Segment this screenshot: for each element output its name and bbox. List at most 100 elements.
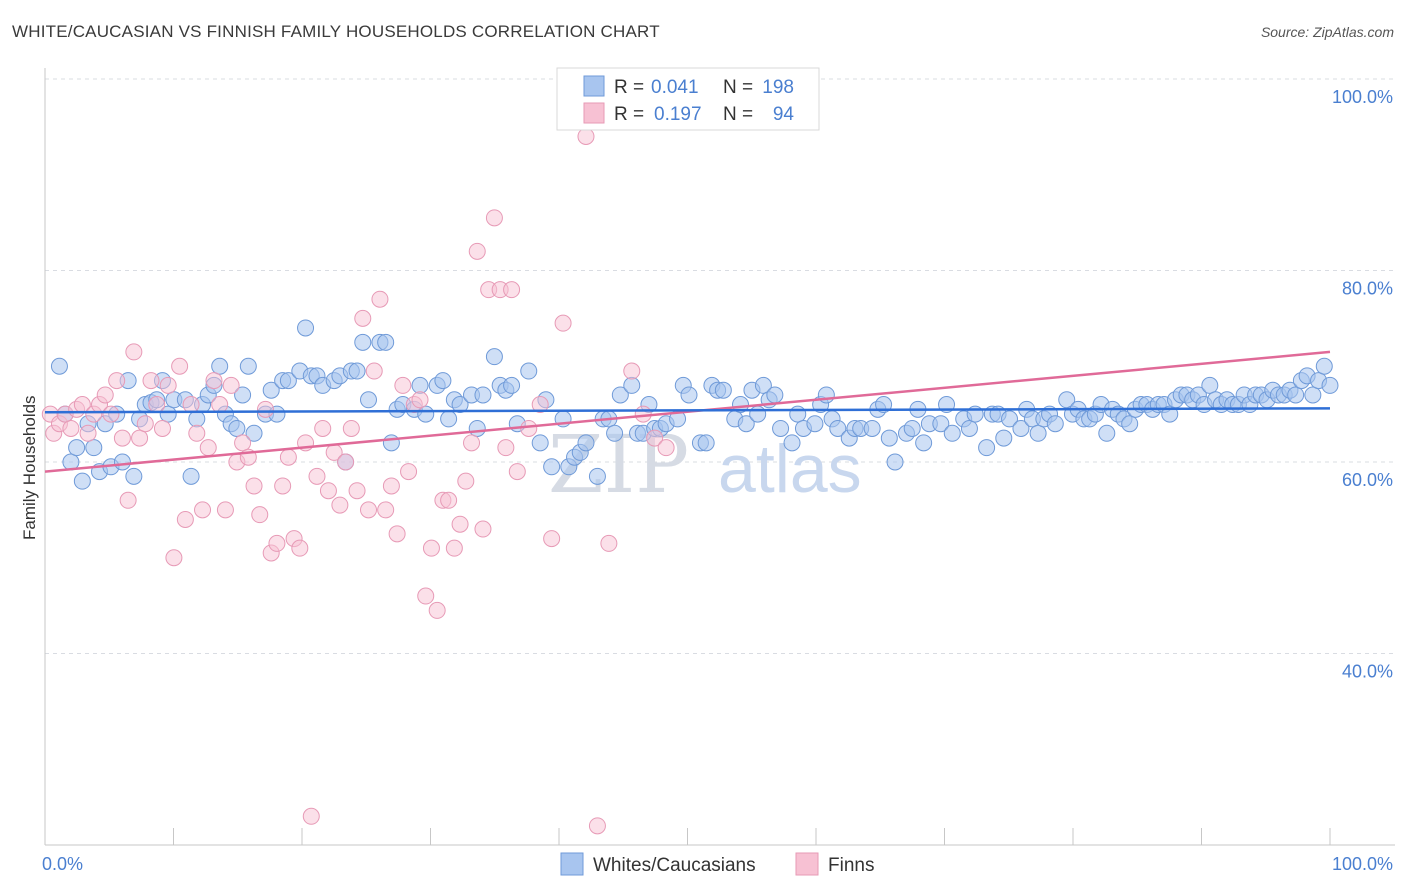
data-point-finns — [142, 372, 160, 390]
data-point-finns — [503, 281, 521, 299]
legend-swatch-pink — [583, 102, 605, 124]
data-point-finns — [279, 448, 297, 466]
data-point-whites — [766, 386, 784, 404]
data-point-finns — [520, 419, 538, 437]
y-tick-label: 100.0% — [1332, 87, 1393, 107]
data-point-finns — [331, 496, 349, 514]
x-tick-min: 0.0% — [42, 854, 83, 874]
data-point-whites — [737, 415, 755, 433]
data-point-finns — [176, 510, 194, 528]
data-point-finns — [417, 587, 435, 605]
data-point-whites — [1098, 424, 1116, 442]
data-point-whites — [50, 357, 68, 375]
data-point-finns — [188, 424, 206, 442]
data-point-whites — [588, 467, 606, 485]
data-point-whites — [995, 429, 1013, 447]
legend-r-label-1: R = — [614, 77, 644, 98]
data-point-finns — [148, 396, 166, 414]
data-point-finns — [216, 501, 234, 519]
axes — [44, 68, 1395, 846]
data-point-finns — [113, 429, 131, 447]
data-point-whites — [348, 362, 366, 380]
legend-n-label-2: N = — [723, 104, 753, 125]
data-point-finns — [348, 482, 366, 500]
y-tick-label: 80.0% — [1342, 279, 1393, 299]
data-point-finns — [314, 419, 332, 437]
data-point-whites — [806, 415, 824, 433]
data-point-whites — [1121, 415, 1139, 433]
data-point-whites — [789, 405, 807, 423]
data-point-whites — [85, 439, 103, 457]
data-point-finns — [422, 539, 440, 557]
legend-n-value-1: 198 — [762, 77, 794, 98]
data-point-whites — [73, 472, 91, 490]
data-point-whites — [1001, 410, 1018, 428]
data-point-whites — [1201, 376, 1219, 394]
data-point-whites — [1012, 419, 1030, 437]
bottom-legend-swatch-finns — [795, 852, 819, 876]
data-point-whites — [886, 453, 904, 471]
data-point-whites — [182, 467, 200, 485]
data-point-finns — [171, 357, 189, 375]
data-point-finns — [153, 419, 171, 437]
data-point-whites — [440, 410, 458, 428]
data-point-finns — [474, 520, 492, 538]
data-point-whites — [360, 391, 377, 409]
data-point-finns — [382, 477, 400, 495]
data-point-whites — [239, 357, 257, 375]
data-point-finns — [600, 534, 618, 552]
data-point-finns — [319, 482, 337, 500]
data-point-finns — [577, 127, 595, 145]
data-point-finns — [377, 501, 395, 519]
series-whites — [50, 319, 1339, 490]
data-point-finns — [194, 501, 212, 519]
data-point-finns — [354, 309, 372, 327]
data-point-whites — [1321, 376, 1339, 394]
data-point-whites — [474, 386, 492, 404]
data-point-whites — [234, 386, 252, 404]
data-point-whites — [697, 434, 715, 452]
y-axis-label: Family Households — [20, 395, 39, 540]
data-point-whites — [1058, 391, 1076, 409]
data-point-finns — [394, 376, 412, 394]
data-point-finns — [657, 439, 675, 457]
data-point-whites — [880, 429, 898, 447]
data-point-finns — [445, 539, 463, 557]
chart-title: WHITE/CAUCASIAN VS FINNISH FAMILY HOUSEH… — [12, 22, 660, 41]
data-point-whites — [754, 376, 772, 394]
bottom-legend-finns: Finns — [828, 855, 874, 876]
data-point-finns — [308, 467, 326, 485]
data-point-whites — [451, 396, 469, 414]
data-point-whites — [1315, 357, 1333, 375]
data-point-finns — [588, 817, 606, 835]
data-point-whites — [1304, 386, 1322, 404]
data-point-whites — [978, 439, 996, 457]
data-point-finns — [119, 491, 137, 509]
data-point-whites — [943, 424, 961, 442]
data-point-whites — [680, 386, 698, 404]
data-point-finns — [400, 463, 418, 481]
data-point-finns — [457, 472, 475, 490]
data-point-finns — [342, 419, 360, 437]
data-point-whites — [732, 396, 750, 414]
data-point-finns — [234, 434, 252, 452]
data-point-whites — [611, 386, 629, 404]
trend-line-finns — [44, 350, 1331, 473]
data-point-whites — [623, 376, 641, 394]
series-finns — [41, 70, 675, 835]
data-point-whites — [68, 439, 86, 457]
y-tick-labels: 40.0% 60.0% 80.0% 100.0% — [1332, 87, 1393, 682]
data-point-finns — [62, 419, 80, 437]
data-point-whites — [228, 419, 246, 437]
data-point-whites — [960, 419, 978, 437]
data-point-finns — [451, 515, 469, 533]
data-point-finns — [554, 314, 572, 332]
data-point-whites — [354, 333, 372, 351]
data-point-whites — [188, 410, 206, 428]
data-point-whites — [382, 434, 400, 452]
data-point-whites — [1287, 386, 1305, 404]
data-point-whites — [932, 415, 950, 433]
data-point-finns — [96, 386, 114, 404]
data-point-whites — [903, 419, 921, 437]
legend-r-value-1: 0.041 — [651, 77, 699, 98]
